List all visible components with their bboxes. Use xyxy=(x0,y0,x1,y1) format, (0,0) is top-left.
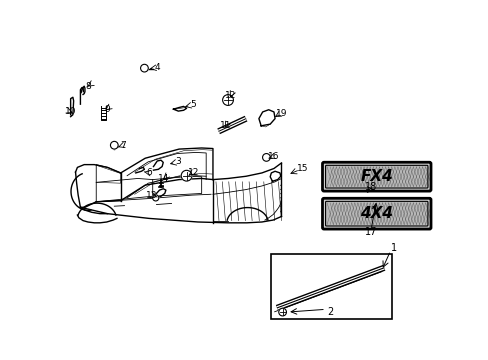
Circle shape xyxy=(262,154,270,161)
Text: 14: 14 xyxy=(158,174,169,183)
Text: 16: 16 xyxy=(267,152,279,161)
Bar xyxy=(271,254,391,319)
Text: 4X4: 4X4 xyxy=(360,206,392,221)
Circle shape xyxy=(222,95,233,105)
Text: 15: 15 xyxy=(296,164,308,173)
Circle shape xyxy=(152,195,159,201)
FancyBboxPatch shape xyxy=(325,165,427,188)
Circle shape xyxy=(140,64,148,72)
Text: 9: 9 xyxy=(103,105,109,114)
Text: 7: 7 xyxy=(120,141,126,150)
Text: 12: 12 xyxy=(187,168,199,177)
Text: 1: 1 xyxy=(390,243,396,253)
Text: 17: 17 xyxy=(364,227,377,237)
FancyBboxPatch shape xyxy=(322,162,430,191)
Circle shape xyxy=(181,170,192,181)
Text: 13: 13 xyxy=(146,190,158,199)
Text: 10: 10 xyxy=(65,107,76,116)
Text: 5: 5 xyxy=(190,100,196,109)
Text: 11: 11 xyxy=(220,121,231,130)
Text: FX4: FX4 xyxy=(360,169,392,184)
Text: 6: 6 xyxy=(146,168,152,177)
Text: 3: 3 xyxy=(175,157,181,166)
Circle shape xyxy=(110,141,118,149)
Text: 4: 4 xyxy=(154,63,160,72)
Text: 8: 8 xyxy=(85,82,91,91)
Text: 2: 2 xyxy=(326,307,333,317)
FancyBboxPatch shape xyxy=(322,198,430,229)
Circle shape xyxy=(278,308,286,316)
Text: 18: 18 xyxy=(364,183,376,192)
Text: 19: 19 xyxy=(275,109,286,118)
Text: 12: 12 xyxy=(225,91,236,100)
FancyBboxPatch shape xyxy=(325,201,427,226)
